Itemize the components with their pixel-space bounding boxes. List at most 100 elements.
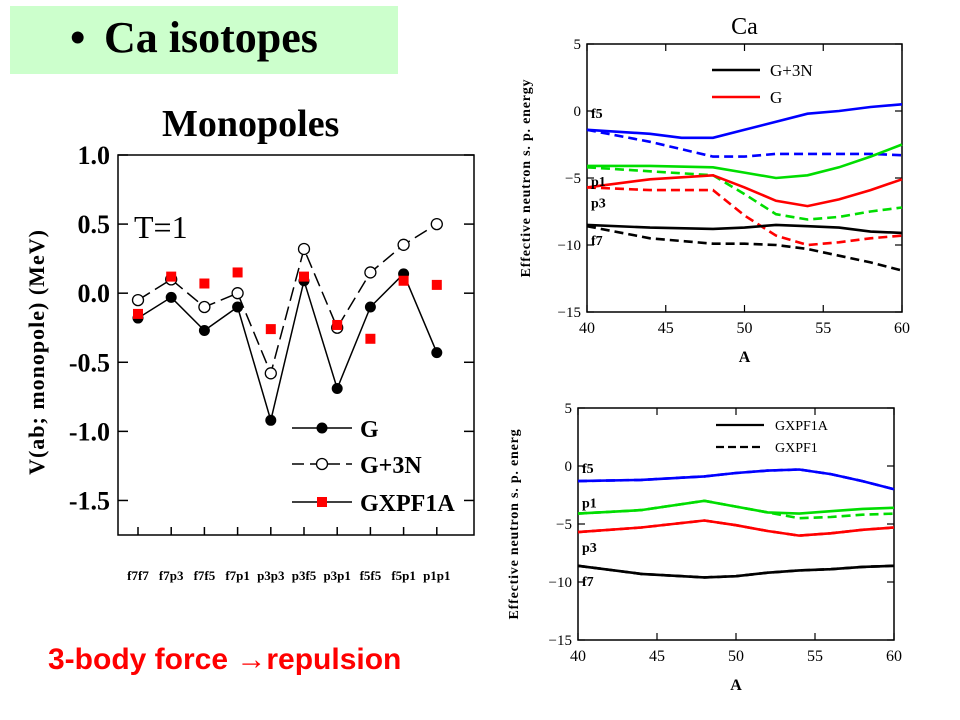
data-point bbox=[198, 300, 211, 314]
x-axis-label: A bbox=[730, 677, 742, 694]
data-point bbox=[297, 242, 311, 256]
x-tick-label: p3f5 bbox=[292, 568, 317, 583]
legend: G G+3N GXPF1A bbox=[292, 417, 455, 517]
data-point bbox=[398, 275, 409, 286]
data-point bbox=[166, 271, 177, 282]
x-tick-label: f5p1 bbox=[391, 568, 416, 583]
series-line-p3-g3n bbox=[586, 173, 903, 208]
data-point bbox=[165, 291, 177, 303]
x-tick-label: 60 bbox=[894, 320, 910, 337]
x-tick-label: 40 bbox=[579, 320, 595, 337]
data-point bbox=[199, 278, 210, 289]
x-tick-label: 40 bbox=[570, 648, 586, 665]
series-line-p1-g3n bbox=[587, 143, 903, 180]
data-point bbox=[264, 367, 277, 380]
annotation-label: T=1 bbox=[134, 209, 188, 245]
data-point bbox=[232, 267, 243, 278]
x-tick-label: 45 bbox=[649, 648, 665, 665]
legend-label: GXPF1 bbox=[775, 441, 818, 456]
series-line-p3-gxpf1 bbox=[577, 519, 895, 537]
data-point bbox=[397, 238, 410, 251]
x-tick-label: 45 bbox=[658, 320, 674, 337]
x-tick-label: p3p3 bbox=[257, 568, 285, 583]
legend: G+3N G bbox=[712, 61, 813, 107]
data-point bbox=[133, 308, 143, 319]
x-tick-label: f7f5 bbox=[194, 568, 216, 583]
series-line-f7-g3n bbox=[586, 223, 903, 235]
data-point bbox=[431, 279, 442, 290]
y-tick-label: -1.5 bbox=[69, 486, 110, 515]
series-GXPF1A bbox=[133, 267, 442, 344]
x-axis-label: A bbox=[739, 349, 751, 366]
x-tick-label: p3p1 bbox=[323, 568, 350, 583]
slide-subtitle: Monopoles bbox=[162, 103, 340, 145]
series-line-f7-g bbox=[586, 224, 903, 272]
x-tick-label: 55 bbox=[815, 320, 831, 337]
series-line-p3-g bbox=[586, 186, 903, 247]
series-line bbox=[137, 272, 438, 424]
legend-label: G+3N bbox=[770, 61, 813, 80]
y-tick-label: 1.0 bbox=[78, 141, 111, 170]
series-line-f5-gxpf1 bbox=[577, 468, 895, 491]
x-tick-label: 50 bbox=[737, 320, 753, 337]
footer-note: 3-body force →repulsion bbox=[48, 643, 402, 676]
orbit-label: p3 bbox=[582, 541, 597, 556]
data-point bbox=[299, 271, 309, 282]
chart-title: Ca bbox=[731, 14, 758, 40]
x-tick-label: f5f5 bbox=[360, 568, 382, 583]
y-tick-label: -0.5 bbox=[69, 348, 110, 377]
y-tick-label: 0.5 bbox=[78, 210, 111, 239]
title-bullet: • bbox=[70, 13, 86, 62]
y-tick-label: −10 bbox=[558, 238, 581, 254]
orbit-label: p3 bbox=[591, 196, 606, 211]
series-line-f5-g bbox=[586, 128, 903, 158]
data-point bbox=[364, 301, 376, 313]
data-point bbox=[198, 324, 210, 336]
orbit-label: f7 bbox=[582, 575, 594, 590]
y-tick-label: 5 bbox=[574, 37, 582, 53]
y-tick-label: −15 bbox=[549, 633, 572, 649]
title-box bbox=[10, 6, 398, 74]
legend-marker bbox=[315, 457, 329, 471]
data-point bbox=[265, 324, 276, 335]
plot-frame bbox=[117, 154, 475, 536]
y-tick-label: −10 bbox=[549, 575, 572, 591]
y-axis-label: V(ab; monopole) (MeV) bbox=[24, 229, 49, 475]
data-point bbox=[232, 301, 244, 313]
orbit-label: f5 bbox=[582, 462, 594, 477]
x-tick-label: p1p1 bbox=[423, 568, 450, 583]
x-tick-label: 55 bbox=[807, 648, 823, 665]
legend-label: G bbox=[770, 88, 782, 107]
data-point bbox=[332, 319, 343, 330]
orbit-label: f5 bbox=[591, 107, 603, 122]
legend: GXPF1A GXPF1 bbox=[716, 419, 829, 456]
y-tick-label: −5 bbox=[565, 171, 581, 187]
x-tick-label: f7p1 bbox=[225, 568, 250, 583]
y-tick-label: 0 bbox=[565, 459, 573, 475]
series-line-p1-gxpf1 bbox=[577, 499, 895, 520]
data-point bbox=[131, 293, 145, 307]
x-tick-label: f7f7 bbox=[127, 568, 149, 583]
series-G+3N bbox=[131, 217, 443, 380]
series-line-f5-g3n bbox=[586, 103, 903, 140]
y-tick-label: -1.0 bbox=[69, 417, 110, 446]
data-point bbox=[231, 287, 244, 300]
series-G bbox=[132, 268, 443, 426]
x-tick-label: f7p3 bbox=[159, 568, 184, 583]
slide-title: Ca isotopes bbox=[104, 13, 318, 62]
y-tick-label: 0.0 bbox=[78, 279, 111, 308]
data-point bbox=[431, 347, 443, 359]
orbit-label: f7 bbox=[591, 234, 603, 249]
data-point bbox=[331, 383, 343, 395]
series-line-p1-g bbox=[586, 166, 903, 221]
legend-marker bbox=[316, 422, 328, 434]
data-point bbox=[364, 266, 377, 279]
orbit-label: p1 bbox=[582, 497, 597, 512]
y-tick-label: −5 bbox=[556, 517, 572, 533]
legend-label: GXPF1A bbox=[360, 491, 455, 517]
plot-frame bbox=[586, 43, 903, 313]
y-tick-label: 0 bbox=[574, 104, 582, 120]
y-axis-label: Effective neutron s. p. energ bbox=[507, 429, 522, 620]
y-axis-label: Effective neutron s. p. energy bbox=[519, 79, 534, 278]
